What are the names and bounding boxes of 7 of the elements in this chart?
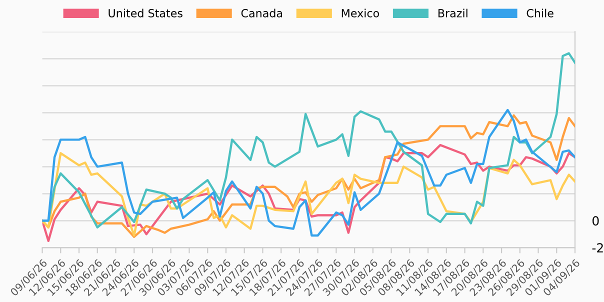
- y-tick-label: -2: [592, 243, 603, 252]
- legend-label: Chile: [526, 8, 554, 18]
- legend-label: Brazil: [438, 8, 468, 18]
- legend-label: United States: [108, 8, 182, 18]
- legend-label: Canada: [241, 8, 282, 18]
- y-tick-label: 0: [592, 216, 599, 226]
- legend-label: Mexico: [342, 8, 380, 18]
